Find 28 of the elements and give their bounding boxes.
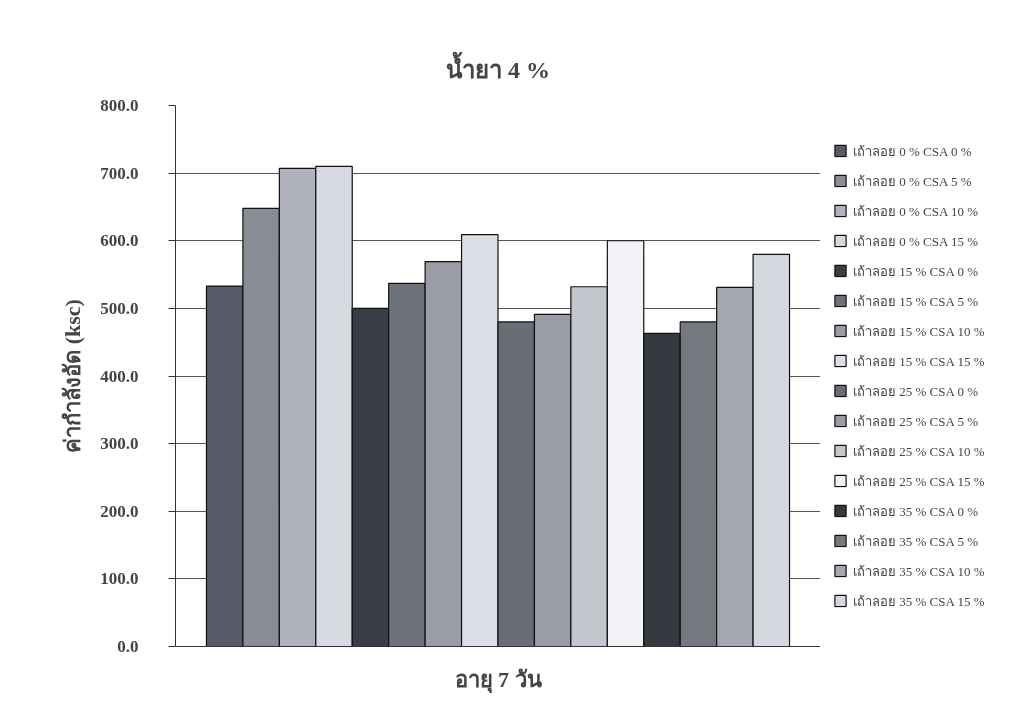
y-tick-label: 800.0	[100, 96, 139, 115]
legend-label: เถ้าลอย 0 % CSA 0 %	[853, 142, 972, 160]
legend-label: เถ้าลอย 25 % CSA 0 %	[853, 382, 978, 400]
legend-label: เถ้าลอย 15 % CSA 0 %	[853, 262, 978, 280]
legend-label: เถ้าลอย 15 % CSA 5 %	[853, 292, 978, 310]
legend-label: เถ้าลอย 15 % CSA 10 %	[853, 322, 985, 340]
legend-label: เถ้าลอย 25 % CSA 10 %	[853, 442, 985, 460]
legend-label: เถ้าลอย 35 % CSA 10 %	[853, 562, 985, 580]
legend-label: เถ้าลอย 0 % CSA 5 %	[853, 172, 972, 190]
x-axis-title: อายุ 7 วัน	[454, 666, 542, 694]
y-tick-label: 700.0	[100, 163, 139, 183]
legend-label: เถ้าลอย 35 % CSA 0 %	[853, 502, 978, 520]
legend-label: เถ้าลอย 35 % CSA 15 %	[853, 592, 985, 610]
y-tick-label: 500.0	[100, 298, 139, 318]
y-tick-label: 400.0	[100, 366, 139, 386]
y-tick-label: 300.0	[100, 434, 139, 454]
y-tick-label: 600.0	[100, 231, 139, 251]
legend-label: เถ้าลอย 0 % CSA 10 %	[853, 202, 978, 220]
y-axis-title: ค่ากำลังอัด (ksc)	[60, 299, 86, 453]
legend-label: เถ้าลอย 25 % CSA 5 %	[853, 412, 978, 430]
legend-label: เถ้าลอย 25 % CSA 15 %	[853, 472, 985, 490]
legend-label: เถ้าลอย 35 % CSA 5 %	[853, 532, 978, 550]
legend-label: เถ้าลอย 0 % CSA 15 %	[853, 232, 978, 250]
legend-label: เถ้าลอย 15 % CSA 15 %	[853, 352, 985, 370]
chart-title: น้ำยา 4 %	[446, 51, 550, 83]
y-tick-label: 200.0	[100, 501, 139, 521]
y-tick-label: 0.0	[117, 637, 139, 656]
y-tick-label: 100.0	[100, 569, 139, 589]
